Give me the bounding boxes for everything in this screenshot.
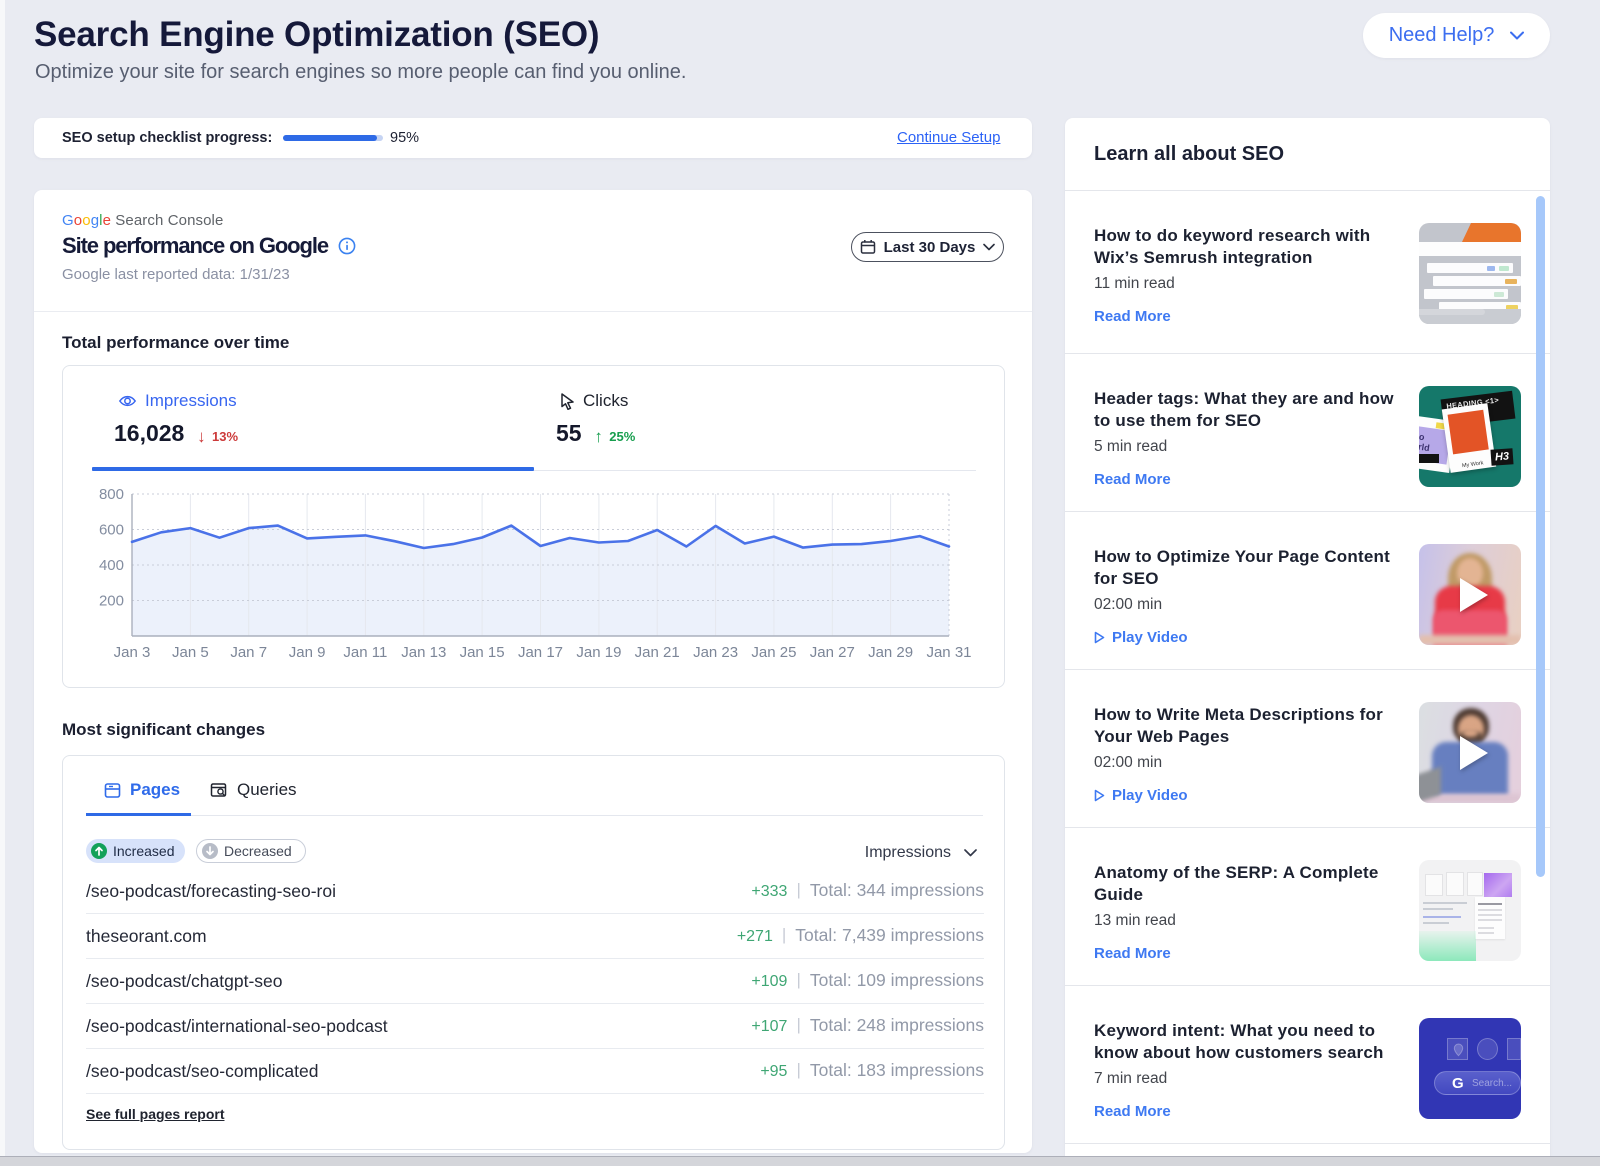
svg-text:Jan 17: Jan 17 (518, 644, 563, 661)
svg-text:Jan 15: Jan 15 (460, 644, 505, 661)
svg-text:Jan 23: Jan 23 (693, 644, 738, 661)
svg-text:Jan 7: Jan 7 (230, 644, 267, 661)
svg-text:Jan 3: Jan 3 (114, 644, 151, 661)
svg-text:800: 800 (99, 486, 124, 503)
svg-text:Jan 11: Jan 11 (343, 644, 387, 661)
svg-text:Jan 21: Jan 21 (635, 644, 680, 661)
svg-text:Jan 19: Jan 19 (576, 644, 621, 661)
svg-text:Jan 13: Jan 13 (401, 644, 446, 661)
svg-text:Jan 29: Jan 29 (868, 644, 913, 661)
svg-text:Jan 25: Jan 25 (751, 644, 796, 661)
svg-text:600: 600 (99, 522, 124, 539)
svg-text:200: 200 (99, 593, 124, 610)
svg-text:Jan 31: Jan 31 (926, 644, 971, 661)
svg-text:Jan 9: Jan 9 (289, 644, 326, 661)
svg-text:400: 400 (99, 557, 124, 574)
svg-text:Jan 27: Jan 27 (810, 644, 855, 661)
svg-text:Jan 5: Jan 5 (172, 644, 209, 661)
